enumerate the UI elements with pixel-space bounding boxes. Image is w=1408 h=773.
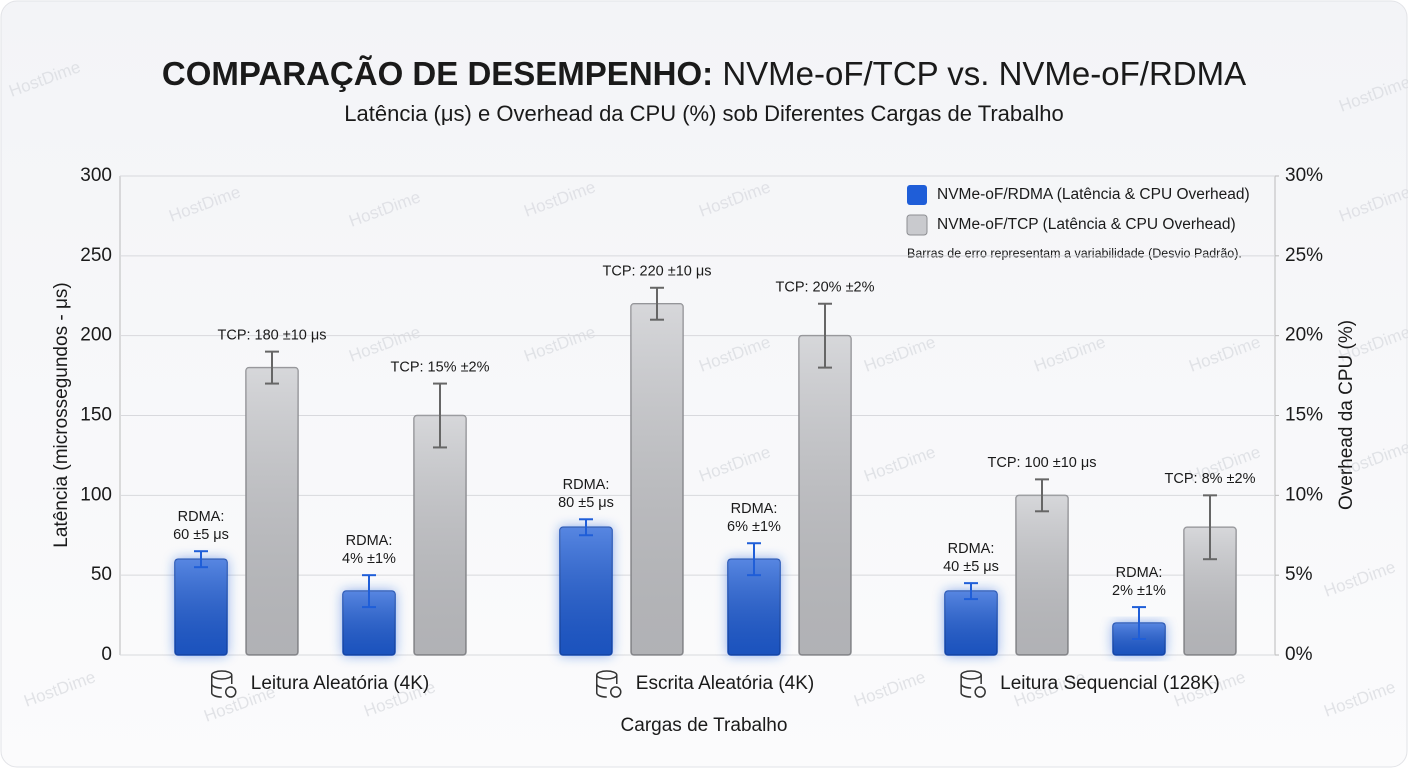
y-tick-label: 200 [80,325,112,346]
value-label: RDMA: [178,509,225,525]
legend-note: Barras de erro representam a variabilida… [907,246,1242,260]
bar-shade [414,415,466,655]
bar-shade [728,559,780,655]
error-bar [265,350,279,385]
error-bar [650,286,664,321]
value-label: RDMA: [948,541,995,557]
y2-tick-label: 30% [1285,165,1323,186]
y2-tick-label: 5% [1285,564,1313,585]
chart-title: COMPARAÇÃO DE DESEMPENHO: NVMe-oF/TCP vs… [162,55,1246,92]
value-label: RDMA: [346,533,393,549]
value-label: 60 ±5 μs [173,527,229,543]
title-rest: NVMe-oF/TCP vs. NVMe-oF/RDMA [722,55,1246,92]
x-tick-label: Leitura Aleatória (4K) [251,673,430,694]
icon-part [974,686,986,698]
icon-part [225,686,237,698]
error-bar [818,302,832,369]
title-lead: COMPARAÇÃO DE DESEMPENHO: [162,55,713,92]
category-icon [211,670,237,698]
y-tick-label: 100 [80,484,112,505]
value-label: TCP: 20% ±2% [775,280,874,296]
y-tick-label: 150 [80,405,112,426]
category-icon [960,670,986,698]
error-bar [747,542,761,577]
x-tick-label: Escrita Aleatória (4K) [636,673,814,694]
bar-shade [175,559,227,655]
value-label: TCP: 220 ±10 μs [603,264,712,280]
value-label: RDMA: [731,501,778,517]
legend-swatch [906,214,928,236]
error-bar [1035,478,1049,513]
y-tick-label: 50 [91,564,112,585]
bar-shade [631,303,683,655]
error-bar [1203,494,1217,561]
value-label: TCP: 8% ±2% [1165,471,1256,487]
y-tick-label: 300 [80,165,112,186]
y2-tick-label: 20% [1285,325,1323,346]
value-label: 4% ±1% [342,551,396,567]
y2-tick-label: 0% [1285,644,1313,665]
error-bar [433,382,447,449]
error-bar [194,550,208,569]
y2-tick-label: 25% [1285,245,1323,266]
value-label: 80 ±5 μs [558,495,614,511]
value-label: 6% ±1% [727,519,781,535]
legend-swatch [907,185,927,205]
bar-shade [945,591,997,655]
icon-part [596,675,618,698]
chart-subtitle: Latência (μs) e Overhead da CPU (%) sob … [344,101,1063,126]
icon-part [211,675,233,698]
y-tick-label: 250 [80,245,112,266]
y-tick-label: 0 [101,644,112,665]
legend-label: NVMe-oF/RDMA (Latência & CPU Overhead) [937,186,1250,203]
bar-shade [799,335,851,655]
y2-tick-label: 10% [1285,484,1323,505]
bar-shade [1016,495,1068,655]
error-bar [1132,606,1146,641]
value-label: TCP: 180 ±10 μs [218,327,327,343]
value-label: TCP: 100 ±10 μs [988,455,1097,471]
bar-shade [343,591,395,655]
icon-part [610,686,622,698]
error-bar [362,574,376,609]
y-axis-label: Latência (microssegundos - μs) [51,282,72,547]
y2-axis-label: Overhead da CPU (%) [1336,320,1357,510]
category-icon [596,670,622,698]
value-label: TCP: 15% ±2% [390,359,489,375]
x-tick-label: Leitura Sequencial (128K) [1000,673,1220,694]
bar-shade [560,527,612,655]
error-bar [964,582,978,601]
error-bar [579,518,593,537]
bar-shade [1184,527,1236,655]
value-label: RDMA: [1116,565,1163,581]
icon-part [960,675,982,698]
x-axis-label: Cargas de Trabalho [621,715,788,736]
legend-label: NVMe-oF/TCP (Latência & CPU Overhead) [937,216,1236,233]
value-label: 2% ±1% [1112,583,1166,599]
bar-shade [246,367,298,655]
y2-tick-label: 15% [1285,405,1323,426]
value-label: 40 ±5 μs [943,559,999,575]
value-label: RDMA: [563,477,610,493]
